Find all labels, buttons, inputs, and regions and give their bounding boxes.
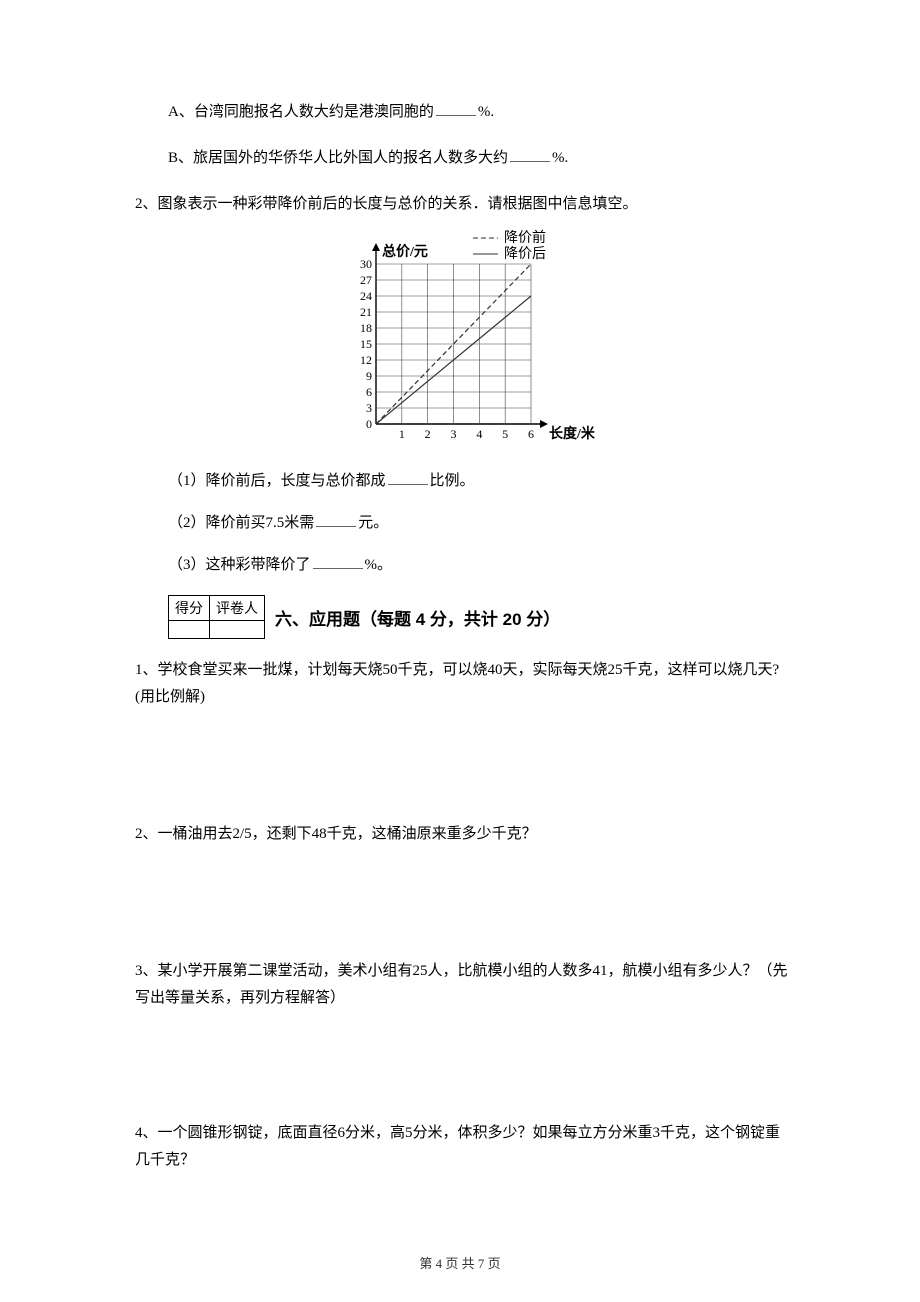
svg-text:降价前: 降价前 <box>504 229 546 246</box>
q2-chart: 降价前降价后总价/元302724211815129630123456长度/米 <box>135 224 790 451</box>
q2-sub2: （2）降价前买7.5米需 元。 <box>135 511 790 535</box>
svg-text:6: 6 <box>366 385 372 399</box>
blank-q2-1[interactable] <box>388 471 428 485</box>
svg-text:0: 0 <box>366 417 372 431</box>
q1a-prefix: A、台湾同胞报名人数大约是港澳同胞的 <box>168 104 434 120</box>
svg-text:5: 5 <box>502 427 508 441</box>
svg-text:9: 9 <box>366 369 372 383</box>
svg-text:12: 12 <box>360 353 372 367</box>
q1-sub-a: A、台湾同胞报名人数大约是港澳同胞的%. <box>168 100 790 124</box>
marker-cell[interactable] <box>210 621 265 639</box>
svg-text:21: 21 <box>360 305 372 319</box>
q2-sub1-b: 比例。 <box>430 473 475 489</box>
svg-text:6: 6 <box>528 427 534 441</box>
score-label: 得分 <box>169 596 210 621</box>
svg-text:总价/元: 总价/元 <box>382 243 428 260</box>
svg-text:2: 2 <box>424 427 430 441</box>
svg-text:1: 1 <box>398 427 404 441</box>
q2-sub3-b: %。 <box>365 557 393 573</box>
q1b-prefix: B、旅居国外的华侨华人比外国人的报名人数多大约 <box>168 150 508 166</box>
q2-sub3: （3）这种彩带降价了 %。 <box>135 553 790 577</box>
q2-sub2-a: （2）降价前买7.5米需 <box>168 515 314 531</box>
svg-text:4: 4 <box>476 427 482 441</box>
q2-sub3-a: （3）这种彩带降价了 <box>168 557 311 573</box>
section-6-header: 得分 评卷人 六、应用题（每题 4 分，共计 20 分） <box>168 595 790 639</box>
score-table: 得分 评卷人 <box>168 595 265 639</box>
svg-text:18: 18 <box>360 321 372 335</box>
svg-text:长度/米: 长度/米 <box>549 425 596 442</box>
svg-text:27: 27 <box>360 273 372 287</box>
svg-text:24: 24 <box>360 289 372 303</box>
q2-sub1: （1）降价前后，长度与总价都成 比例。 <box>135 469 790 493</box>
blank-q1a[interactable] <box>436 102 476 116</box>
blank-q2-2[interactable] <box>316 513 356 527</box>
svg-text:30: 30 <box>360 257 372 271</box>
svg-text:15: 15 <box>360 337 372 351</box>
section-6-title: 六、应用题（每题 4 分，共计 20 分） <box>275 605 560 630</box>
q2-sub2-b: 元。 <box>358 515 388 531</box>
svg-text:3: 3 <box>450 427 456 441</box>
app-q2: 2、一桶油用去2/5，还剩下48千克，这桶油原来重多少千克？ <box>135 821 790 848</box>
svg-text:降价后: 降价后 <box>504 246 546 262</box>
marker-label: 评卷人 <box>210 596 265 621</box>
app-q3: 3、某小学开展第二课堂活动，美术小组有25人，比航模小组的人数多41，航模小组有… <box>135 958 790 1012</box>
svg-text:3: 3 <box>366 401 372 415</box>
blank-q2-3[interactable] <box>313 555 363 569</box>
score-cell[interactable] <box>169 621 210 639</box>
app-q4: 4、一个圆锥形钢锭，底面直径6分米，高5分米，体积多少？如果每立方分米重3千克，… <box>135 1120 790 1174</box>
q1b-suffix: %. <box>552 150 568 166</box>
q2-sub1-a: （1）降价前后，长度与总价都成 <box>168 473 386 489</box>
q1a-suffix: %. <box>478 104 494 120</box>
app-q1: 1、学校食堂买来一批煤，计划每天烧50千克，可以烧40天，实际每天烧25千克，这… <box>135 657 790 711</box>
blank-q1b[interactable] <box>510 148 550 162</box>
q2-prompt: 2、图象表示一种彩带降价前后的长度与总价的关系．请根据图中信息填空。 <box>135 192 790 216</box>
q1-sub-b: B、旅居国外的华侨华人比外国人的报名人数多大约%. <box>168 146 790 170</box>
page-footer: 第 4 页 共 7 页 <box>0 1253 920 1272</box>
